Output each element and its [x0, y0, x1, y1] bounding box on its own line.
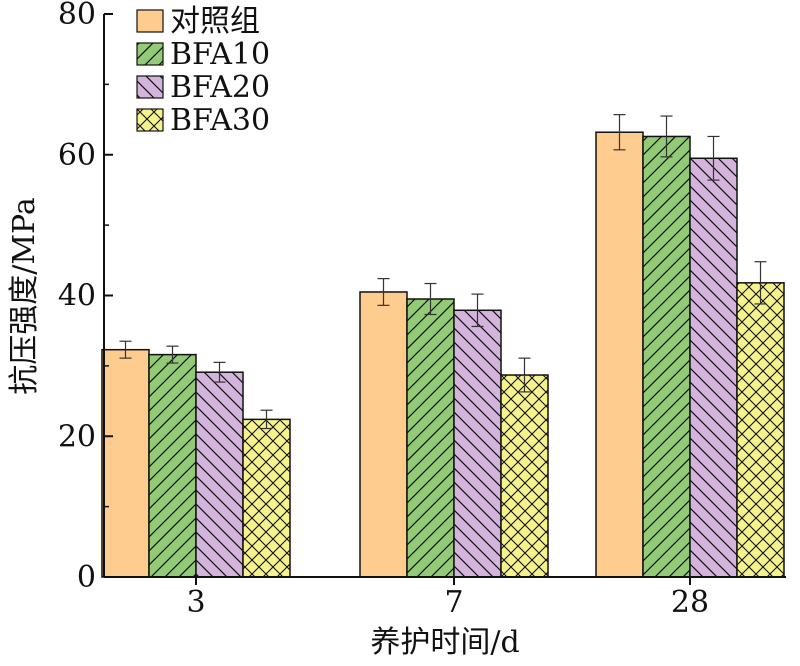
x-axis-title: 养护时间/d [370, 625, 519, 660]
legend-label-BFA20: BFA20 [170, 70, 270, 105]
legend-swatch-BFA20 [136, 75, 164, 99]
bar-BFA10-3 [148, 353, 197, 578]
legend-swatch-BFA30 [136, 108, 164, 132]
y-ticks: 0 20 40 60 80 [58, 0, 113, 595]
error-bar-BFA10-28 [660, 115, 673, 158]
bars-layer [101, 131, 785, 578]
x-tick-label-28: 28 [671, 585, 709, 620]
legend-swatch-BFA10 [136, 42, 164, 66]
error-bar-BFA10-3 [166, 345, 179, 364]
error-bar-对照组-3 [119, 340, 132, 359]
x-tick-label-3: 3 [186, 585, 205, 620]
bar-对照组-28 [595, 131, 644, 578]
legend-label-BFA30: BFA30 [170, 103, 270, 138]
error-bars-layer [119, 114, 767, 430]
x-tick-label-7: 7 [444, 585, 463, 620]
bar-BFA30-7 [500, 374, 549, 578]
legend-label-BFA10: BFA10 [170, 37, 270, 72]
bar-BFA10-7 [406, 298, 455, 578]
error-bar-BFA20-7 [471, 293, 484, 328]
bar-BFA20-3 [195, 371, 244, 578]
bar-BFA30-3 [242, 418, 291, 578]
error-bar-BFA20-3 [213, 361, 226, 383]
error-bar-BFA30-28 [754, 261, 767, 305]
y-tick-label-40: 40 [58, 279, 96, 314]
y-tick-label-0: 0 [77, 560, 96, 595]
legend-label-对照组: 对照组 [170, 4, 260, 39]
error-bar-对照组-7 [377, 278, 390, 306]
error-bar-BFA20-28 [707, 135, 720, 181]
error-bar-对照组-28 [613, 114, 626, 151]
error-bar-BFA30-3 [260, 409, 273, 430]
error-bar-BFA10-7 [424, 282, 437, 316]
x-ticks: 3 7 28 [186, 577, 709, 620]
bar-对照组-3 [101, 348, 150, 578]
bar-BFA20-28 [689, 157, 738, 578]
y-axis-title: 抗压强度/MPa [7, 197, 42, 395]
bar-BFA20-7 [453, 309, 502, 578]
bar-BFA10-28 [642, 135, 691, 578]
bar-对照组-7 [359, 291, 408, 578]
bar-BFA30-28 [736, 282, 785, 578]
y-tick-label-80: 80 [58, 0, 96, 32]
legend-swatch-对照组 [136, 9, 164, 33]
error-bar-BFA30-7 [518, 357, 531, 393]
y-tick-label-60: 60 [58, 138, 96, 173]
y-tick-label-20: 20 [58, 419, 96, 454]
